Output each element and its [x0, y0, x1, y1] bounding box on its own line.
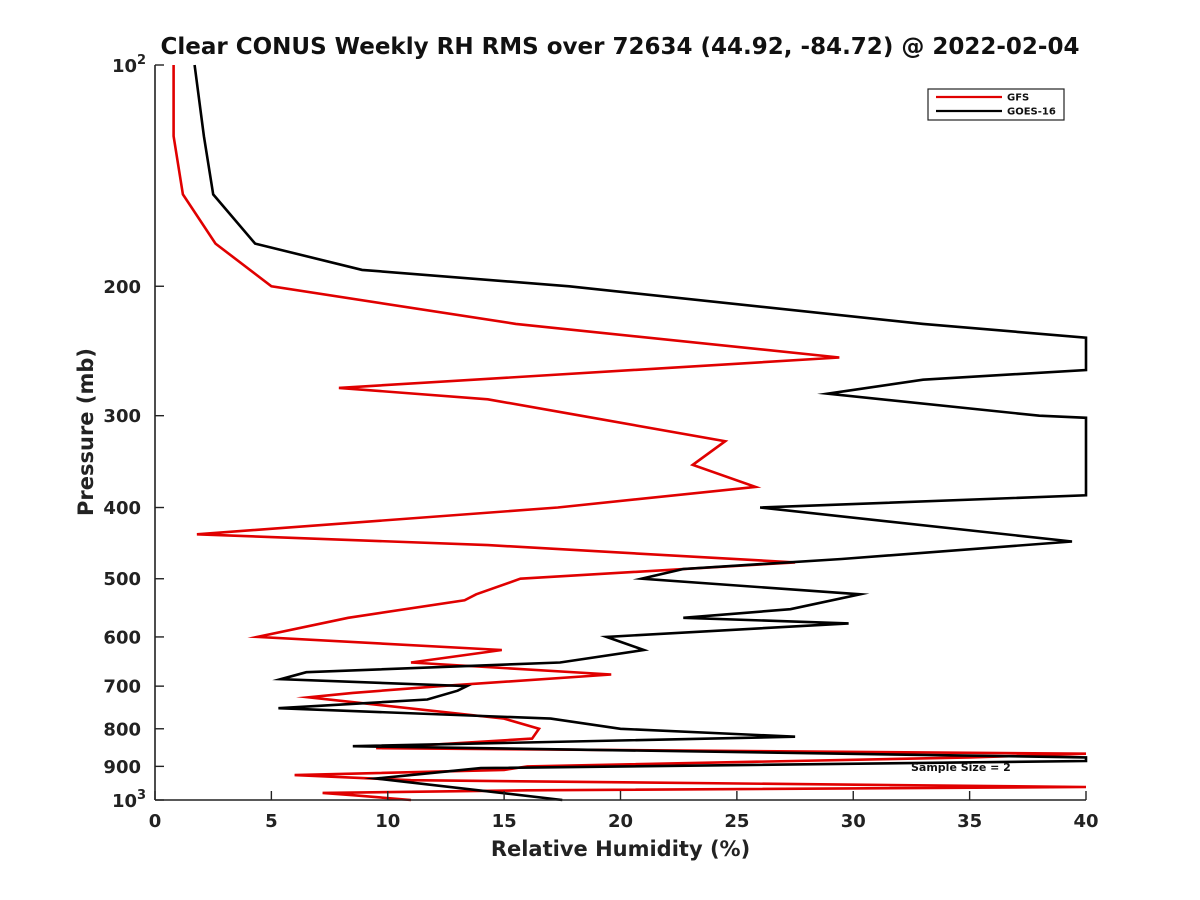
x-tick-label: 0 — [149, 811, 162, 832]
series-layer — [172, 64, 1088, 802]
y-tick-label: 10 — [112, 56, 137, 77]
y-tick-label: 300 — [103, 406, 141, 427]
y-tick-label: 10 — [112, 791, 137, 812]
series-line-gfs — [172, 65, 1087, 802]
x-tick-label: 20 — [608, 811, 633, 832]
series-line-goes16 — [193, 64, 1088, 802]
x-tick-label: 25 — [724, 811, 749, 832]
x-tick-label: 10 — [375, 811, 400, 832]
sample-size-annotation: Sample Size = 2 — [911, 761, 1011, 774]
y-tick-label: 800 — [103, 719, 141, 740]
x-tick-label: 40 — [1073, 811, 1098, 832]
legend: GFS GOES-16 — [927, 88, 1065, 121]
y-tick-label: 200 — [103, 277, 141, 298]
legend-label-goes16: GOES-16 — [1007, 107, 1056, 118]
chart-title: Clear CONUS Weekly RH RMS over 72634 (44… — [161, 34, 1080, 60]
x-axis-ticks: 0 5 10 15 20 25 30 35 40 — [149, 791, 1099, 832]
y-axis-label: Pressure (mb) — [74, 348, 98, 516]
legend-label-gfs: GFS — [1007, 93, 1029, 104]
x-axis-label: Relative Humidity (%) — [491, 837, 750, 861]
y-tick-exponent: 2 — [137, 53, 146, 68]
y-tick-label: 900 — [103, 757, 141, 778]
y-tick-label: 400 — [103, 498, 141, 519]
y-tick-label: 600 — [103, 627, 141, 648]
x-tick-label: 30 — [841, 811, 866, 832]
y-tick-label: 700 — [103, 677, 141, 698]
legend-box — [927, 88, 1065, 121]
y-tick-label: 500 — [103, 569, 141, 590]
y-tick-exponent: 3 — [137, 788, 146, 803]
x-tick-label: 15 — [492, 811, 517, 832]
x-tick-label: 35 — [957, 811, 982, 832]
x-tick-label: 5 — [265, 811, 278, 832]
